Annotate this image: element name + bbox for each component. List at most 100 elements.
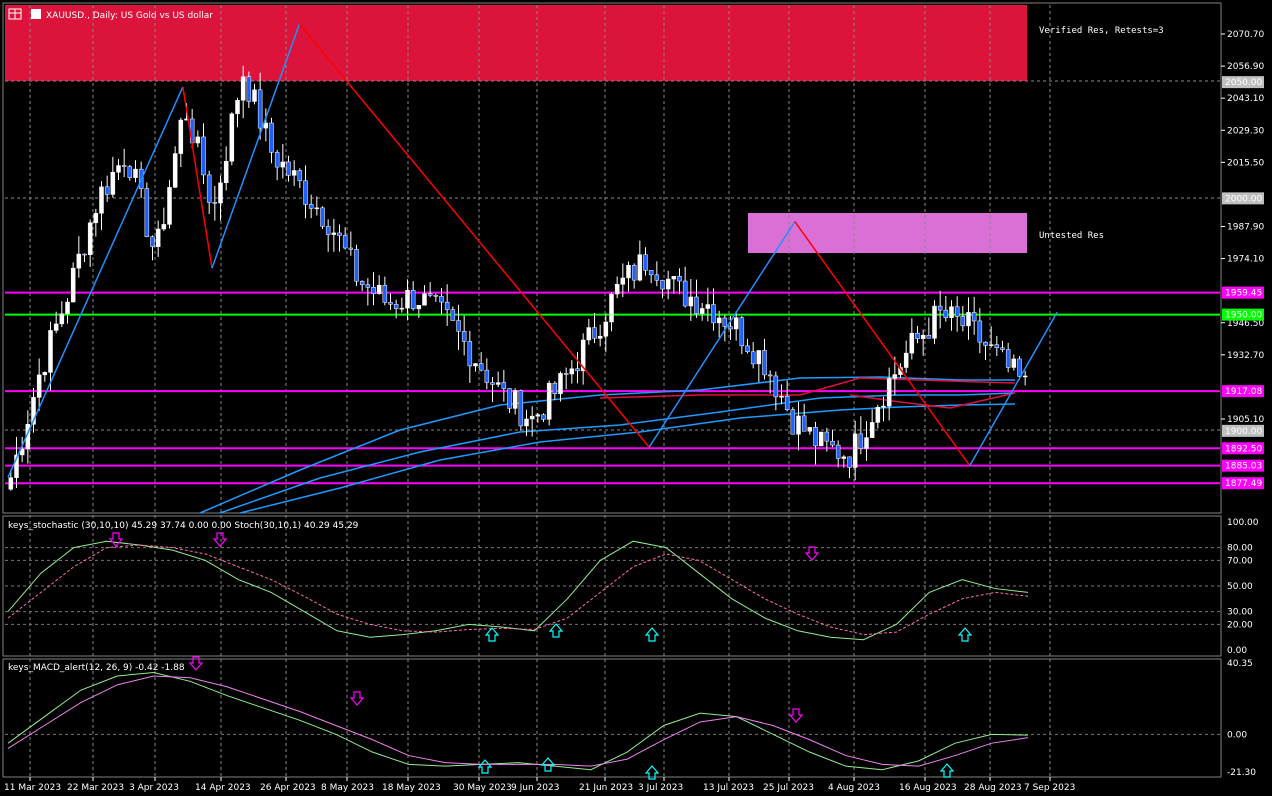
arrow-down-icon — [804, 546, 820, 561]
stoch-tick-label: 80.00 — [1227, 544, 1253, 554]
candle-body — [750, 351, 756, 365]
candle-body — [36, 374, 42, 398]
zigzag-segment — [298, 23, 650, 448]
moving-average-line — [199, 376, 1015, 514]
time-tick-label: 22 Mar 2023 — [67, 783, 124, 793]
candles — [8, 65, 1028, 491]
verified-zone-label: Verified Res, Retests=3 — [1039, 26, 1164, 36]
candle-body — [405, 290, 410, 309]
candle-body — [830, 440, 835, 446]
candle-body — [456, 320, 461, 332]
candle-body — [473, 363, 478, 367]
untested-zone-label: Untested Res — [1039, 231, 1104, 241]
candle-body — [121, 165, 127, 167]
candle-body — [303, 180, 308, 205]
stoch-signal-line — [7, 544, 1029, 636]
candle-body — [977, 320, 983, 343]
price-badge-label: 2000.00 — [1225, 194, 1262, 204]
candle-body — [716, 317, 722, 324]
candle-body — [133, 168, 138, 178]
candle-body — [852, 433, 858, 468]
candle-body — [104, 186, 110, 195]
stoch-tick-label: 50.00 — [1227, 582, 1253, 592]
macd-tick-label: 0.00 — [1227, 730, 1247, 740]
candle-body — [529, 415, 535, 420]
candle-body — [643, 254, 648, 271]
candle-body — [1005, 349, 1011, 368]
candle-body — [733, 317, 739, 330]
candle-body — [291, 170, 297, 176]
zigzag — [7, 23, 1058, 478]
candle-body — [507, 388, 512, 409]
candle-body — [807, 427, 813, 432]
candle-body — [739, 317, 745, 347]
candle-body — [767, 374, 773, 377]
candle-body — [796, 415, 801, 435]
price-badge-label: 1950.00 — [1225, 311, 1262, 321]
stoch-main-line — [7, 540, 1029, 641]
stoch-tick-label: 0.00 — [1227, 646, 1247, 656]
candle-body — [546, 382, 552, 420]
candle-body — [971, 312, 977, 322]
price-badge-label: 1900.00 — [1225, 427, 1262, 437]
candle-body — [847, 456, 852, 468]
candle-body — [779, 395, 784, 398]
candle-body — [269, 122, 274, 153]
price-badge — [1222, 477, 1264, 490]
candle-body — [558, 373, 563, 395]
candle-body — [87, 222, 93, 256]
candle-body — [699, 308, 705, 314]
price-badge — [1222, 308, 1264, 321]
candle-body — [824, 431, 830, 442]
verified-resistance-zone — [5, 5, 1027, 81]
candle-body — [801, 415, 807, 432]
candle-body — [433, 295, 439, 297]
candle-body — [983, 341, 988, 346]
candle-body — [467, 341, 473, 367]
main-panel-frame — [2, 2, 1222, 514]
symbol-title: XAUUSD., Daily: US Gold vs US dollar — [46, 11, 213, 21]
candle-body — [82, 253, 87, 256]
window-grid-icon[interactable] — [8, 8, 41, 20]
candle-body — [93, 212, 99, 224]
candle-body — [552, 382, 558, 395]
candle-body — [535, 414, 541, 417]
stoch-tick-label: 100.00 — [1227, 518, 1259, 528]
candle-body — [1022, 375, 1028, 378]
price-badge-label: 1892.50 — [1225, 444, 1262, 454]
candle-body — [31, 397, 36, 425]
candle-body — [59, 313, 65, 325]
moving-average-line — [849, 392, 1016, 409]
stoch-tick-label: 30.00 — [1227, 608, 1253, 618]
candle-body — [484, 369, 490, 383]
time-tick-label: 8 May 2023 — [321, 783, 374, 793]
arrow-down-icon — [349, 691, 365, 706]
candle-body — [869, 422, 875, 438]
price-tick-label: 1987.90 — [1227, 223, 1264, 233]
arrow-down-icon — [188, 656, 204, 671]
candle-body — [48, 330, 53, 373]
candle-body — [439, 295, 444, 303]
candle-body — [864, 437, 869, 449]
candle-body — [218, 182, 223, 204]
macd-panel: 40.35 0.00 -21.30 — [5, 656, 1256, 780]
candle-body — [178, 119, 184, 154]
price-badge-label: 1959.45 — [1225, 289, 1262, 299]
candle-body — [875, 406, 881, 423]
candle-body — [835, 444, 841, 459]
candle-body — [745, 345, 750, 353]
price-tick-label: 2070.70 — [1227, 30, 1264, 40]
price-badge — [1222, 192, 1264, 205]
candle-body — [70, 267, 76, 303]
candle-body — [348, 247, 354, 250]
price-badge-label: 1877.49 — [1225, 479, 1262, 489]
candle-body — [762, 350, 767, 376]
arrow-up-icon — [540, 757, 556, 772]
candle-body — [614, 284, 620, 295]
candle-body — [286, 161, 291, 176]
candle-body — [626, 264, 631, 279]
arrow-down-icon — [788, 708, 804, 723]
candle-body — [660, 279, 665, 290]
candle-body — [892, 374, 898, 379]
